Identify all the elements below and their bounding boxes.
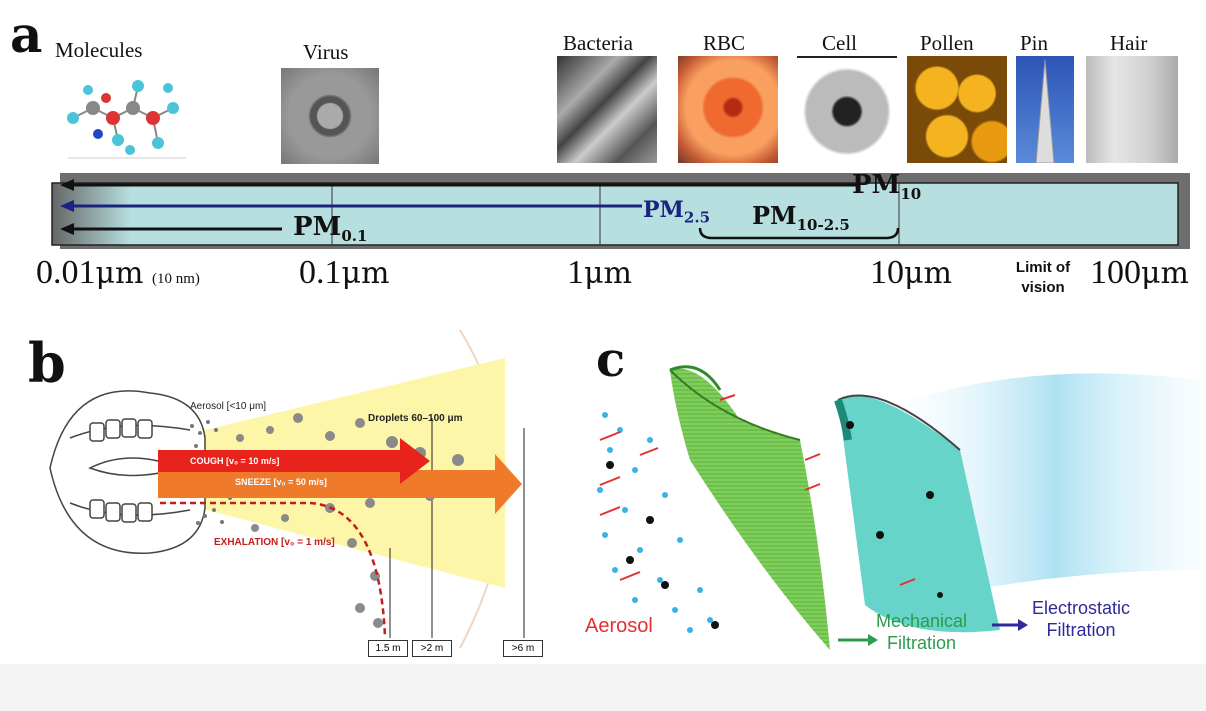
label-molecules: Molecules bbox=[55, 38, 143, 62]
cough-sneeze-diagram bbox=[49, 329, 525, 649]
electrostatic-filtration-label: Electrostatic Filtration bbox=[1032, 598, 1131, 640]
distance-2m: >2 m bbox=[412, 640, 452, 657]
cough-label: COUGH [v₀ = 10 m/s] bbox=[190, 456, 280, 466]
bacteria-image bbox=[557, 56, 657, 163]
label-pin: Pin bbox=[1020, 31, 1049, 55]
pin-image bbox=[1016, 56, 1074, 163]
virus-image bbox=[281, 68, 379, 164]
tick-0-1um: 0.1μm bbox=[299, 254, 390, 291]
pollen-image bbox=[907, 56, 1007, 163]
rbc-image bbox=[678, 56, 778, 163]
pm10-2-5-label: PM10-2.5 bbox=[752, 201, 850, 234]
label-bacteria: Bacteria bbox=[563, 31, 633, 55]
cell-image bbox=[797, 56, 897, 165]
exhalation-label: EXHALATION [v₀ = 1 m/s] bbox=[214, 537, 335, 548]
pm01-label: PM0.1 bbox=[293, 212, 368, 246]
sneeze-label: SNEEZE [v₀ = 50 m/s] bbox=[235, 477, 327, 487]
size-scale bbox=[51, 173, 1190, 249]
pm10-label: PM10 bbox=[852, 170, 922, 204]
distance-6m: >6 m bbox=[503, 640, 543, 657]
droplets-label: Droplets 60–100 μm bbox=[368, 413, 463, 424]
limit-of-vision-label: Limit of vision bbox=[1015, 259, 1071, 296]
watermark-band bbox=[0, 664, 1206, 711]
distance-1-5m: 1.5 m bbox=[368, 640, 408, 657]
label-hair: Hair bbox=[1110, 31, 1148, 55]
panel-c-letter: c bbox=[596, 332, 626, 388]
tick-0-01um: 0.01μm (10 nm) bbox=[36, 254, 200, 291]
tick-10um: 10μm bbox=[870, 254, 952, 291]
label-rbc: RBC bbox=[703, 31, 746, 55]
label-pollen: Pollen bbox=[920, 31, 974, 55]
molecule-image bbox=[67, 80, 186, 159]
tick-1um: 1μm bbox=[567, 254, 632, 291]
mechanical-filtration-label: Mechanical Filtration bbox=[876, 611, 968, 653]
panel-b-letter: b bbox=[28, 331, 66, 395]
aerosol-size-label: Aerosol [<10 μm] bbox=[190, 401, 267, 412]
panel-a-letter: a bbox=[10, 5, 43, 64]
tick-100um: 100μm bbox=[1090, 254, 1189, 291]
label-cell: Cell bbox=[822, 31, 857, 55]
pm25-label: PM2.5 bbox=[643, 197, 711, 227]
filter-diagram bbox=[597, 365, 1200, 650]
aerosol-label: Aerosol bbox=[585, 615, 653, 637]
label-virus: Virus bbox=[303, 40, 349, 64]
hair-image bbox=[1086, 56, 1178, 163]
